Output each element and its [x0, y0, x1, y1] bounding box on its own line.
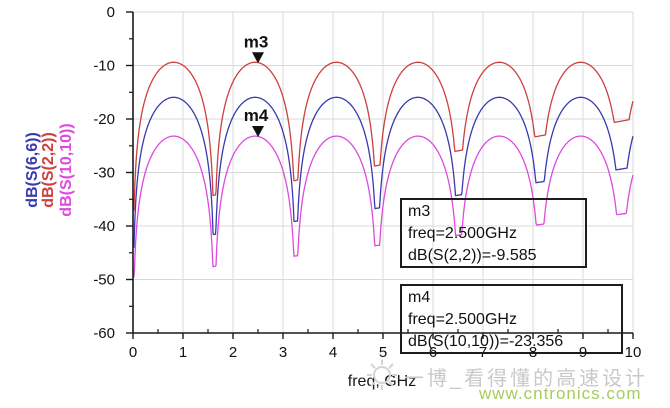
- marker-m3-id: m3: [408, 203, 431, 220]
- svg-text:2: 2: [229, 344, 237, 361]
- svg-text:m4: m4: [244, 106, 269, 125]
- svg-text:3: 3: [279, 344, 287, 361]
- svg-text:5: 5: [379, 344, 387, 361]
- svg-text:10: 10: [625, 344, 642, 361]
- svg-text:-50: -50: [93, 272, 115, 289]
- svg-text:-40: -40: [93, 218, 115, 235]
- marker-info-box-m3: m3 freq=2.500GHz dB(S(2,2))=-9.585: [400, 198, 587, 268]
- marker-m3-value: dB(S(2,2))=-9.585: [408, 247, 537, 264]
- svg-text:-20: -20: [93, 111, 115, 128]
- svg-text:0: 0: [107, 4, 115, 21]
- marker-m4-value: dB(S(10,10))=-23.356: [408, 333, 564, 350]
- svg-text:-10: -10: [93, 58, 115, 75]
- svg-text:m3: m3: [244, 32, 269, 51]
- y-axis-legend-s22: dB(S(2,2)): [40, 132, 57, 208]
- marker-m3-freq: freq=2.500GHz: [408, 225, 517, 242]
- marker-m4-freq: freq=2.500GHz: [408, 311, 517, 328]
- svg-text:-30: -30: [93, 165, 115, 182]
- watermark-text: 一博_看得懂的高速设计: [404, 368, 649, 390]
- marker-m4-id: m4: [408, 289, 431, 306]
- watermark-url: www.cntronics.com: [479, 384, 642, 403]
- svg-text:-60: -60: [93, 325, 115, 342]
- svg-text:1: 1: [179, 344, 187, 361]
- marker-info-box-m4: m4 freq=2.500GHz dB(S(10,10))=-23.356: [400, 284, 623, 354]
- x-axis-label: freq, GHz: [347, 373, 417, 390]
- svg-text:0: 0: [129, 344, 137, 361]
- y-axis-legend-s1010: dB(S(10,10)): [58, 123, 75, 217]
- svg-text:4: 4: [329, 344, 337, 361]
